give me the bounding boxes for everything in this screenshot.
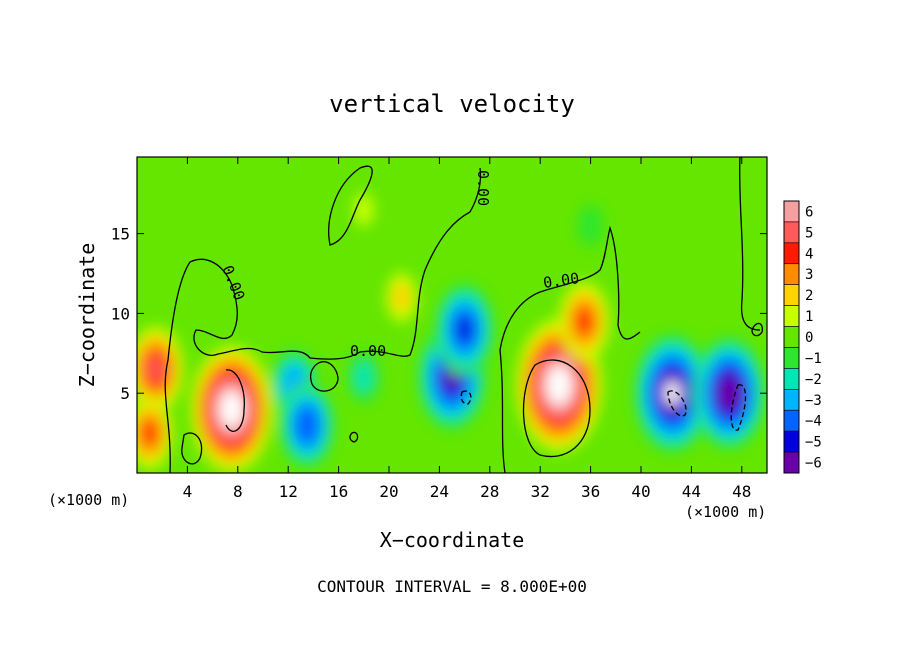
colorbar-tick-label: −1	[805, 351, 822, 367]
colorbar-tick-label: −3	[805, 393, 822, 409]
colorbar-frame	[783, 200, 800, 474]
colorbar-tick-label: 0	[805, 330, 813, 346]
contour-label: 0.00	[350, 342, 386, 360]
colorbar-swatch	[783, 347, 800, 369]
colorbar-swatch	[783, 200, 800, 223]
contour-label: 0.00	[542, 269, 580, 292]
y-tick-label: 15	[111, 225, 130, 244]
field-blob	[582, 213, 599, 239]
chart-title: vertical velocity	[329, 90, 575, 118]
colorbar-tick-label: −5	[805, 435, 822, 451]
negative-contour-line	[667, 390, 687, 417]
y-tick-label: 10	[111, 304, 130, 323]
zero-contour-line	[181, 432, 203, 465]
field-blob	[392, 282, 411, 313]
contour-label: 0.00	[474, 170, 492, 206]
y-axis-title: Z−coordinate	[75, 243, 99, 388]
zero-contour-line	[309, 361, 339, 392]
field-blob	[299, 413, 315, 437]
field-blob	[575, 308, 593, 335]
x-tick-label: 36	[581, 482, 600, 501]
field-blob	[551, 373, 567, 397]
colorbar-swatch	[783, 368, 800, 390]
x-tick-label: 48	[732, 482, 751, 501]
zero-contour-line	[328, 165, 373, 246]
field-blob	[141, 421, 158, 446]
zero-contour-line	[469, 167, 482, 213]
plot-frame	[136, 156, 768, 474]
negative-contour-line	[460, 390, 472, 405]
x-tick-label: 8	[233, 482, 243, 501]
colorbar-tick-label: 2	[805, 288, 813, 304]
zero-contour-line	[739, 157, 761, 331]
colorbar-tick-label: 1	[805, 309, 813, 325]
colorbar-swatch	[783, 221, 800, 244]
colorbar-swatch	[783, 284, 800, 306]
field-blob	[148, 357, 164, 381]
field-blob	[224, 398, 239, 421]
colorbar-swatch	[783, 430, 800, 453]
zero-contour-line	[164, 211, 471, 473]
x-tick-label: 28	[480, 482, 499, 501]
colorbar-tick-label: 5	[805, 225, 813, 241]
contour-labels: 0.00 0.00 0.00 0.00	[218, 170, 580, 360]
field-blob	[353, 192, 375, 227]
x-tick-label: 24	[430, 482, 449, 501]
colorbar-tick-label: −6	[805, 456, 822, 472]
colorbar-tick-label: 6	[805, 204, 813, 220]
zero-contour-line	[751, 322, 763, 337]
x-tick-label: 16	[329, 482, 348, 501]
field-layer	[137, 192, 766, 473]
zero-contour-line	[349, 431, 359, 443]
colorbar-tick-label: 4	[805, 246, 813, 262]
contour-interval-note: CONTOUR INTERVAL = 8.000E+00	[317, 577, 587, 596]
x-axis: 4 8 12 16 20 24 28 32 36 40 44 48	[183, 157, 751, 501]
negative-contour-line	[730, 384, 747, 431]
x-tick-label: 40	[631, 482, 650, 501]
colorbar-swatch	[783, 389, 800, 411]
colorbar-swatch	[783, 409, 800, 432]
field-blob	[456, 316, 473, 342]
plot-area: 0.00 0.00 0.00 0.00	[137, 157, 767, 473]
y-axis: 5 10 15	[111, 225, 767, 403]
colorbar-swatch	[783, 305, 800, 327]
colorbar: 6 5 4 3 2 1 0 −1 −2 −3 −4 −5 −6	[783, 200, 822, 474]
zero-contour-line	[499, 225, 641, 473]
x-unit-label-left: (×1000 m)	[48, 491, 129, 509]
zero-contour-line	[522, 359, 591, 458]
x-tick-label: 32	[531, 482, 550, 501]
colorbar-tick-label: −4	[805, 414, 822, 430]
field-blob	[721, 381, 737, 405]
colorbar-swatch	[783, 326, 800, 348]
colorbar-tick-label: −2	[805, 372, 822, 388]
colorbar-swatch	[783, 451, 800, 474]
y-tick-label: 5	[120, 384, 130, 403]
x-tick-label: 4	[183, 482, 193, 501]
x-tick-label: 12	[279, 482, 298, 501]
colorbar-swatch	[783, 242, 800, 265]
x-unit-label-right: (×1000 m)	[685, 503, 766, 521]
x-axis-title: X−coordinate	[380, 528, 525, 552]
field-blob	[353, 361, 374, 393]
colorbar-swatch	[783, 263, 800, 285]
zero-contours	[164, 157, 763, 473]
x-tick-label: 44	[682, 482, 701, 501]
colorbar-tick-label: 3	[805, 267, 813, 283]
x-tick-label: 20	[379, 482, 398, 501]
zero-contour-line	[225, 369, 245, 432]
